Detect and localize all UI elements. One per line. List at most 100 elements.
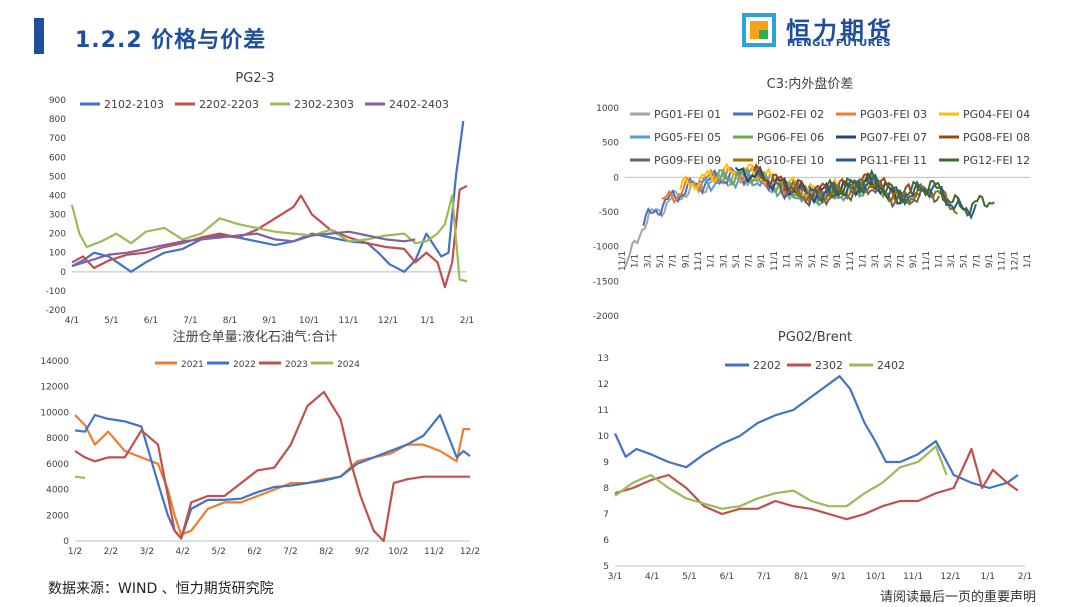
y-tick-label: 900 (49, 96, 66, 106)
y-tick-label: 600 (49, 153, 66, 163)
x-tick-label: 3/1 (871, 254, 881, 268)
x-tick-label: 3/1 (608, 572, 622, 582)
chart-pg-brent: PG02/Brent 13 12 11 10 9 8 7 6 5 3/1 4/1 5/1 6/1 7/1 8/… (580, 325, 1050, 582)
series-line (771, 177, 941, 209)
x-tick-label: 9/1 (757, 254, 767, 268)
x-tick-label: 8/1 (223, 316, 237, 326)
y-tick-label: -1000 (593, 243, 619, 253)
chart-pg2-3: PG2-3 900 800 700 600 500 400 300 200 100 0 -100 -20… (20, 70, 490, 326)
x-tick-label: 11/1 (338, 316, 358, 326)
y-tick-label: -500 (599, 208, 620, 218)
x-tick-label: 11/2 (424, 547, 444, 557)
x-tick-label: 5/1 (808, 254, 818, 268)
x-tick-label: 7/1 (757, 572, 771, 582)
x-tick-label: 11/1 (903, 572, 923, 582)
x-tick-label: 3/1 (947, 254, 957, 268)
x-tick-label: 1/1 (858, 254, 868, 268)
x-tick-label: 7/1 (669, 254, 679, 268)
x-tick-label: 5/1 (732, 254, 742, 268)
x-tick-label: 11/1 (998, 251, 1008, 271)
legend-label: PG02-FEI 02 (757, 108, 824, 121)
x-tick-label: 11/1 (922, 251, 932, 271)
x-tick-label: 5/1 (104, 316, 118, 326)
legend-label: 2023 (285, 360, 308, 370)
x-tick-label: 5/2 (211, 547, 225, 557)
x-tick-label: 12/2 (460, 547, 480, 557)
chart-warrants-svg: 注册仓单量:液化石油气:合计 14000 12000 10000 8000 6000 400… (40, 329, 480, 557)
series-line (74, 413, 471, 540)
y-tick-label: 700 (49, 134, 66, 144)
x-tick-label: 7/1 (821, 254, 831, 268)
x-tick-label: 1/2 (68, 547, 82, 557)
series-line (734, 165, 904, 205)
legend-label: 2021 (181, 360, 204, 370)
x-tick-label: 11/1 (846, 251, 856, 271)
series-line (71, 184, 468, 289)
x-tick-label: 3/1 (719, 254, 729, 268)
legend-label: 2024 (337, 360, 360, 370)
legend-label: 2402-2403 (389, 98, 449, 111)
y-tick-label: 6000 (46, 460, 69, 470)
y-tick-label: 11 (598, 406, 609, 416)
legend-label: PG04-FEI 04 (963, 108, 1030, 121)
series-line (614, 445, 948, 510)
x-tick-label: 5/1 (960, 254, 970, 268)
chart-pg-brent-svg: PG02/Brent 13 12 11 10 9 8 7 6 53/1 4/1 5/1 6/1 7/1 8/… (598, 330, 1033, 582)
x-tick-label: 1/1 (934, 254, 944, 268)
data-source-note: 数据来源：WIND 、恒力期货研究院 (48, 581, 274, 597)
title-accent-bar (34, 18, 44, 54)
x-tick-label: 1/1 (707, 254, 717, 268)
x-tick-label: 5/1 (884, 254, 894, 268)
y-tick-label: 10000 (40, 408, 69, 418)
chart-title: PG2-3 (235, 71, 274, 86)
y-tick-label: 8 (603, 484, 609, 494)
y-tick-label: 12 (598, 380, 609, 390)
x-tick-label: 1/1 (783, 254, 793, 268)
legend-label: 2202-2203 (199, 98, 259, 111)
x-tick-label: 11/1 (694, 251, 704, 271)
y-tick-label: 5 (603, 562, 609, 572)
x-tick-label: 12/1 (940, 572, 960, 582)
x-tick-label: 2/1 (460, 316, 474, 326)
x-tick-label: 10/1 (866, 572, 886, 582)
x-tick-label: 9/1 (831, 572, 845, 582)
legend-label: PG11-FEI 11 (860, 154, 927, 167)
series-line (71, 120, 465, 273)
y-tick-label: 9 (603, 458, 609, 468)
y-tick-label: 4000 (46, 486, 69, 496)
series-line (698, 167, 867, 207)
x-tick-label: 1/1 (1023, 254, 1033, 268)
x-tick-label: 1/1 (631, 254, 641, 268)
x-tick-label: 6/1 (144, 316, 158, 326)
chart-warrants: 注册仓单量:液化石油气:合计 14000 12000 10000 8000 6000 400… (20, 325, 490, 565)
y-tick-label: -200 (46, 306, 67, 316)
x-tick-label: 4/1 (65, 316, 79, 326)
y-tick-label: 7 (603, 510, 609, 520)
y-tick-label: -2000 (593, 312, 619, 322)
y-tick-label: 200 (49, 230, 66, 240)
x-tick-label: 8/2 (319, 547, 333, 557)
series-line (613, 375, 1019, 490)
x-tick-label: 9/1 (833, 254, 843, 268)
legend-label: PG01-FEI 01 (654, 108, 721, 121)
x-tick-label: 9/1 (909, 254, 919, 268)
y-tick-label: 100 (49, 249, 66, 259)
y-tick-label: 8000 (46, 434, 69, 444)
legend-label: 2302 (815, 359, 843, 372)
x-tick-label: 9/1 (681, 254, 691, 268)
logo-text-en: HENGLI FUTURES (787, 38, 891, 49)
y-tick-label: 6 (603, 536, 609, 546)
disclaimer-note: 请阅读最后一页的重要声明 (880, 590, 1037, 605)
chart-title: PG02/Brent (778, 330, 852, 345)
legend-label: 2102-2103 (104, 98, 164, 111)
x-tick-label: 9/2 (355, 547, 369, 557)
x-tick-label: 7/1 (745, 254, 755, 268)
series-line (70, 194, 468, 283)
y-tick-label: 500 (602, 139, 619, 149)
x-tick-label: 3/2 (140, 547, 154, 557)
legend-label: PG03-FEI 03 (860, 108, 927, 121)
page-title: 1.2.2 价格与价差 (75, 28, 267, 53)
x-tick-label: 2/1 (1018, 572, 1032, 582)
logo-mark-icon (742, 13, 776, 47)
